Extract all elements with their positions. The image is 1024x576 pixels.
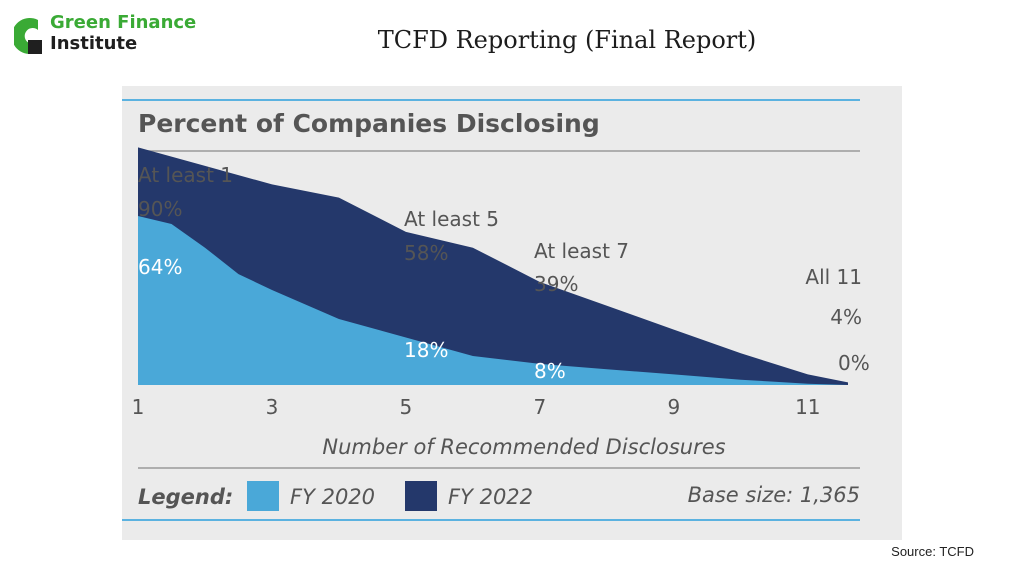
legend-label-fy2022: FY 2022 bbox=[448, 485, 533, 509]
x-tick-label: 7 bbox=[534, 395, 547, 419]
x-tick-label: 1 bbox=[132, 395, 145, 419]
page-title: TCFD Reporting (Final Report) bbox=[377, 26, 757, 54]
annotation-label: All 11 bbox=[805, 265, 862, 289]
annotation-value-fy2022: 4% bbox=[830, 305, 862, 329]
annotation-label: At least 5 bbox=[404, 207, 499, 231]
area-chart: Percent of Companies Disclosing At least… bbox=[122, 99, 870, 521]
chart-title: Percent of Companies Disclosing bbox=[138, 109, 600, 138]
logo: Green Finance Institute bbox=[14, 12, 204, 62]
x-tick-label: 11 bbox=[795, 395, 820, 419]
annotation-value-fy2020: 0% bbox=[838, 351, 870, 375]
annotation-value-fy2020: 64% bbox=[138, 255, 182, 279]
legend-swatch-fy2020 bbox=[247, 481, 279, 511]
annotation-value-fy2020: 8% bbox=[534, 359, 566, 383]
x-axis-label: Number of Recommended Disclosures bbox=[322, 435, 725, 459]
x-tick-label: 3 bbox=[266, 395, 279, 419]
legend-title: Legend: bbox=[138, 485, 233, 509]
chart-panel: Percent of Companies Disclosing At least… bbox=[122, 86, 902, 540]
annotation-value-fy2020: 18% bbox=[404, 338, 448, 362]
annotation-label: At least 1 bbox=[138, 163, 233, 187]
logo-mark-icon bbox=[14, 18, 42, 54]
legend-label-fy2020: FY 2020 bbox=[290, 485, 375, 509]
area-fy-2020 bbox=[138, 216, 848, 385]
logo-line1: Green Finance bbox=[50, 12, 197, 33]
x-tick-label: 9 bbox=[667, 395, 680, 419]
legend-swatch-fy2022 bbox=[405, 481, 437, 511]
annotation-value-fy2022: 58% bbox=[404, 241, 448, 265]
annotation-value-fy2022: 90% bbox=[138, 197, 182, 221]
annotation-label: At least 7 bbox=[534, 239, 629, 263]
base-size: Base size: 1,365 bbox=[688, 483, 860, 507]
logo-line2: Institute bbox=[50, 33, 138, 54]
x-tick-label: 5 bbox=[400, 395, 413, 419]
source-note: Source: TCFD bbox=[891, 544, 974, 559]
annotation-value-fy2022: 39% bbox=[534, 272, 578, 296]
